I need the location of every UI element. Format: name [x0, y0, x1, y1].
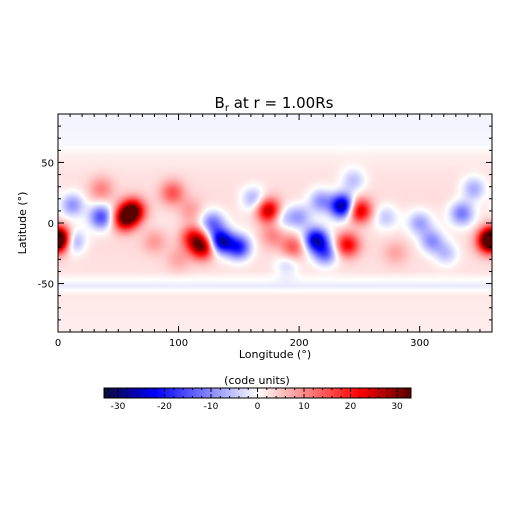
x-tick-label: 300	[410, 338, 429, 349]
colorbar-tick-label: 0	[255, 402, 261, 412]
colorbar-tick-label: -30	[111, 402, 126, 412]
heatmap-canvas-holder	[58, 114, 492, 332]
colorbar-gradient-holder	[104, 388, 411, 398]
y-axis: -50 0 50	[38, 113, 492, 333]
colorbar-tick-label: 20	[345, 402, 357, 412]
colorbar-tick-label: -20	[157, 402, 172, 412]
colorbar-ticks: -30 -20 -10 0 10 20 30	[108, 388, 407, 412]
x-axis-label: Longitude (°)	[239, 348, 311, 361]
x-axis: 0 100 200 300	[55, 114, 493, 349]
x-tick-label: 100	[169, 338, 188, 349]
colorbar-tick-label: 30	[391, 402, 403, 412]
title-subscript: r	[225, 103, 230, 114]
colorbar-label: (code units)	[224, 374, 290, 387]
y-axis-label: Latitude (°)	[16, 192, 29, 255]
x-tick-label: 200	[290, 338, 309, 349]
y-tick-label: 50	[41, 158, 54, 169]
y-tick-label: -50	[38, 280, 54, 291]
x-tick-label: 0	[55, 338, 61, 349]
y-tick-label: 0	[48, 219, 54, 230]
colorbar-tick-label: 10	[298, 402, 310, 412]
colorbar: (code units) -30 -20 -10 0 10 20 30	[103, 374, 412, 412]
title-main: B	[215, 94, 225, 112]
colorbar-tick-label: -10	[204, 402, 219, 412]
title-rest: at r = 1.00Rs	[229, 94, 334, 112]
chart-title: Br at r = 1.00Rs	[215, 94, 334, 114]
heatmap-plot	[57, 113, 493, 333]
